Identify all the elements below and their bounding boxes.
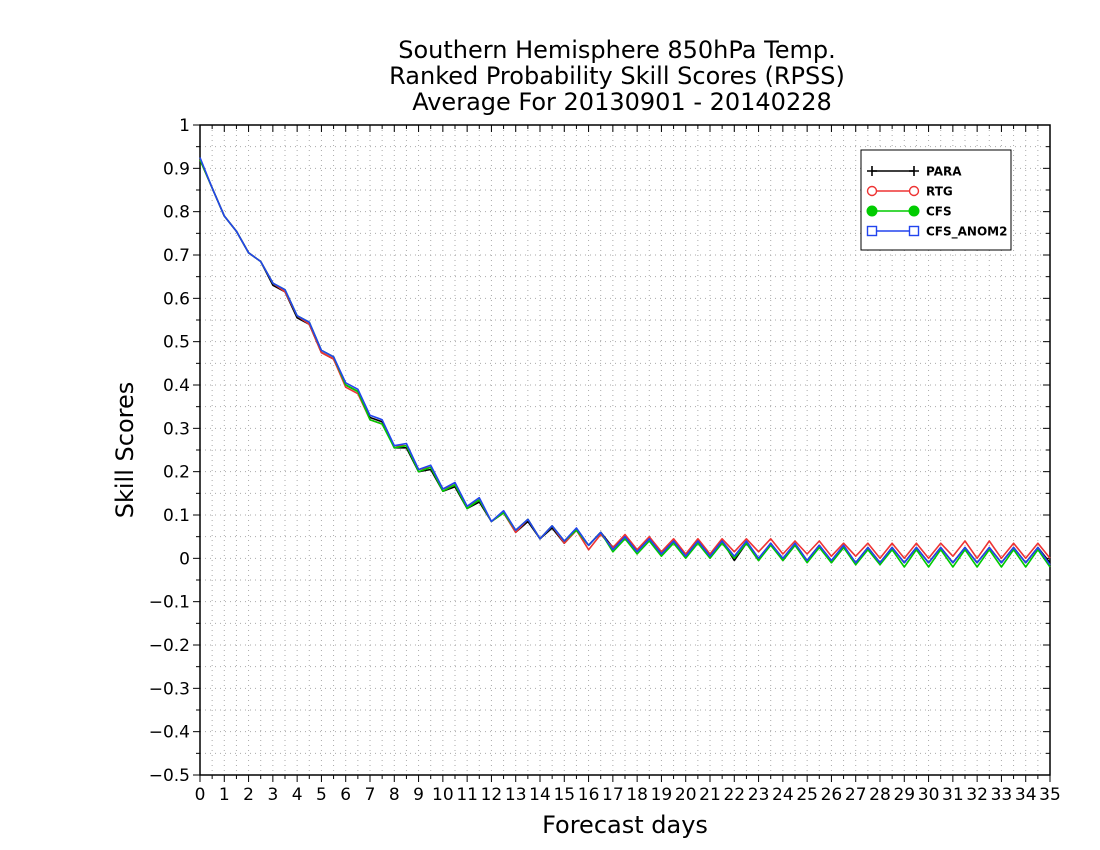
x-tick-label: 13 [505,785,527,805]
legend-marker-para [867,166,877,176]
y-tick-label: 0.4 [163,376,190,396]
x-tick-label: 3 [267,785,278,805]
x-tick-label: 33 [991,785,1013,805]
data-series [199,157,1051,568]
x-tick-label: 26 [821,785,843,805]
x-tick-label: 14 [529,785,551,805]
x-tick-label: 18 [626,785,648,805]
x-tick-label: 20 [675,785,697,805]
x-tick-label: 5 [316,785,327,805]
x-tick-label: 2 [243,785,254,805]
y-axis-label: Skill Scores [111,382,139,519]
x-tick-label: 17 [602,785,624,805]
legend-marker-cfs [908,205,920,217]
x-axis-label: Forecast days [542,811,708,839]
legend-marker-rtg [908,185,920,197]
chart-title: Southern Hemisphere 850hPa Temp. Ranked … [389,36,845,116]
x-tick-label: 15 [553,785,575,805]
legend-label-cfs-anom2: CFS_ANOM2 [926,225,1007,240]
x-tick-label: 16 [578,785,600,805]
x-tick-label: 30 [918,785,940,805]
x-tick-label: 1 [219,785,230,805]
legend-marker-cfs-anom2 [866,225,878,237]
y-tick-label: 0.8 [163,203,190,223]
x-tick-label: 23 [748,785,770,805]
y-tick-label: −0.5 [149,766,190,786]
y-tick-label: 0.3 [163,419,190,439]
series-line-cfs-anom2 [199,157,1051,566]
y-tick-label: 0 [179,549,190,569]
legend-box [860,149,1012,251]
y-tick-label: 0.9 [163,159,190,179]
legend: PARA RTG CFS CFS_ANOM2 [860,149,1012,251]
x-tick-label: 32 [966,785,988,805]
legend-label-rtg: RTG [926,185,953,199]
x-tick-label: 11 [456,785,478,805]
x-tick-label: 25 [796,785,818,805]
x-tick-label: 8 [389,785,400,805]
x-tick-label: 6 [340,785,351,805]
legend-marker-para [909,166,919,176]
x-tick-label: 0 [195,785,206,805]
x-tick-label: 29 [893,785,915,805]
y-tick-label: −0.1 [149,593,190,613]
x-tick-label: 27 [845,785,867,805]
x-tick-label: 21 [699,785,721,805]
y-tick-label: 0.7 [163,246,190,266]
legend-label-para: PARA [926,165,962,179]
y-tick-label: −0.3 [149,679,190,699]
x-tick-label: 35 [1039,785,1061,805]
legend-marker-rtg [866,185,878,197]
series-line-rtg [199,159,1051,560]
y-tick-label: −0.2 [149,636,190,656]
x-tick-label: 24 [772,785,794,805]
legend-marker-cfs-anom2 [908,225,920,237]
x-tick-label: 22 [723,785,745,805]
x-tick-label: 31 [942,785,964,805]
y-tick-label: 0.1 [163,506,190,526]
y-tick-label: 0.6 [163,289,190,309]
x-tick-label: 10 [432,785,454,805]
y-tick-label: 1 [179,116,190,136]
x-tick-label: 9 [413,785,424,805]
legend-marker-cfs [866,205,878,217]
legend-label-cfs: CFS [926,205,952,219]
y-tick-label: 0.2 [163,463,190,483]
x-tick-label: 19 [651,785,673,805]
x-tick-label: 7 [365,785,376,805]
chart-title-line-1: Southern Hemisphere 850hPa Temp. [398,36,835,64]
x-tick-label: 12 [481,785,503,805]
y-tick-label: 0.5 [163,333,190,353]
x-tick-label: 4 [292,785,303,805]
y-tick-label: −0.4 [149,723,190,743]
x-tick-label: 34 [1015,785,1037,805]
chart-title-line-3: Average For 20130901 - 20140228 [412,88,832,116]
x-tick-label: 28 [869,785,891,805]
chart-title-line-2: Ranked Probability Skill Scores (RPSS) [389,62,845,90]
axis-ticks: 0 1 2 3 4 5 6 7 8 9 10 11 12 13 14 15 16 17 18 19 20 21 22 23 24… [149,116,1061,805]
grid-lines [200,125,1050,775]
